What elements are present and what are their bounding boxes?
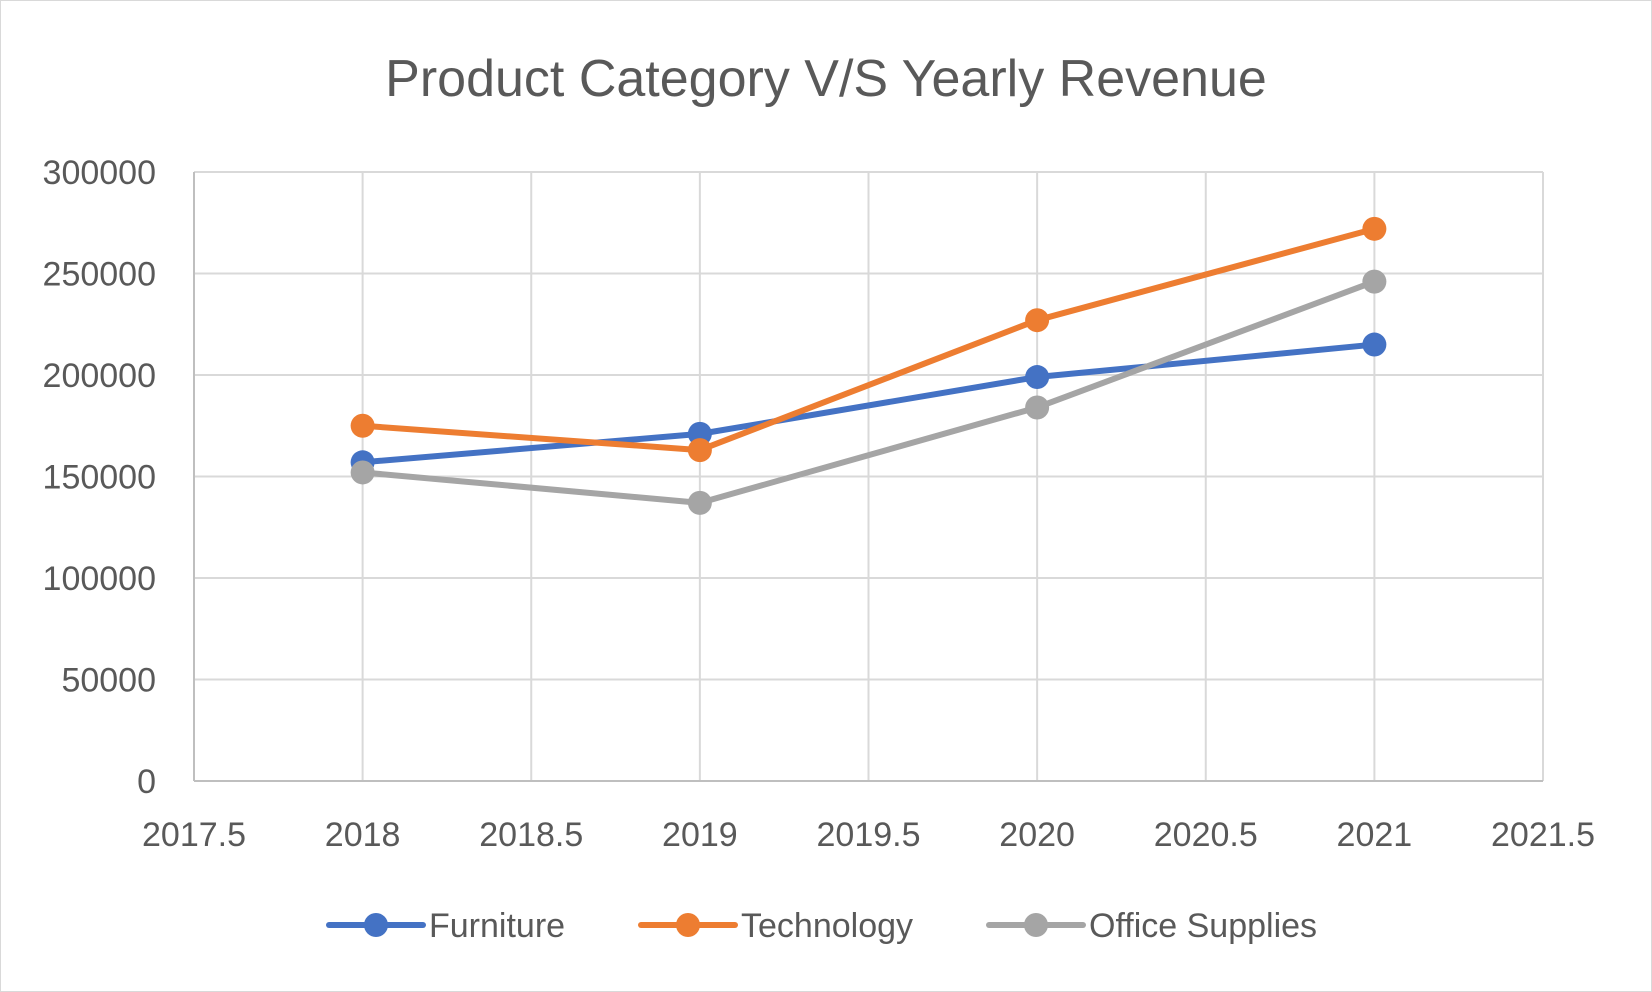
legend-marker-furniture bbox=[364, 913, 388, 937]
series-line-technology bbox=[359, 225, 1378, 454]
y-tick-label: 50000 bbox=[61, 662, 156, 700]
series-lines bbox=[350, 216, 1387, 515]
x-tick-label: 2018.5 bbox=[479, 816, 583, 854]
chart-title: Product Category V/S Yearly Revenue bbox=[385, 50, 1267, 108]
legend-label-technology: Technology bbox=[741, 907, 913, 945]
data-point-technology bbox=[1025, 308, 1050, 333]
series-line-office-supplies bbox=[359, 278, 1378, 506]
data-point-technology bbox=[1362, 216, 1387, 241]
y-tick-label: 200000 bbox=[43, 357, 156, 395]
x-tick-label: 2019 bbox=[662, 816, 738, 854]
y-tick-label: 150000 bbox=[43, 459, 156, 497]
data-point-office-supplies bbox=[687, 490, 712, 515]
x-tick-label: 2018 bbox=[325, 816, 401, 854]
y-tick-label: 0 bbox=[137, 763, 156, 801]
y-tick-label: 250000 bbox=[43, 256, 156, 294]
y-tick-label: 100000 bbox=[43, 560, 156, 598]
legend: Furniture Technology Office Supplies bbox=[326, 907, 1317, 945]
data-point-furniture bbox=[1025, 365, 1050, 390]
data-point-office-supplies bbox=[350, 460, 375, 485]
x-tick-label: 2020 bbox=[999, 816, 1075, 854]
x-axis-tick-labels: 2017.5 2018 2018.5 2019 2019.5 2020 2020.5 2021… bbox=[142, 816, 1595, 854]
legend-label-furniture: Furniture bbox=[429, 907, 565, 945]
data-point-office-supplies bbox=[1025, 395, 1050, 420]
series-line-furniture bbox=[359, 341, 1378, 466]
axes bbox=[193, 172, 1543, 782]
legend-marker-office-supplies bbox=[1024, 913, 1048, 937]
x-tick-label: 2020.5 bbox=[1154, 816, 1258, 854]
data-point-technology bbox=[350, 413, 375, 438]
y-axis-tick-labels: 0 50000 100000 150000 200000 250000 300000 bbox=[43, 154, 156, 801]
data-point-office-supplies bbox=[1362, 269, 1387, 294]
x-tick-label: 2021.5 bbox=[1491, 816, 1595, 854]
y-tick-label: 300000 bbox=[43, 154, 156, 192]
legend-marker-technology bbox=[676, 913, 700, 937]
data-point-furniture bbox=[1362, 332, 1387, 357]
x-tick-label: 2021 bbox=[1337, 816, 1413, 854]
x-tick-label: 2017.5 bbox=[142, 816, 246, 854]
x-tick-label: 2019.5 bbox=[817, 816, 921, 854]
data-point-technology bbox=[687, 438, 712, 463]
legend-label-office-supplies: Office Supplies bbox=[1089, 907, 1317, 945]
